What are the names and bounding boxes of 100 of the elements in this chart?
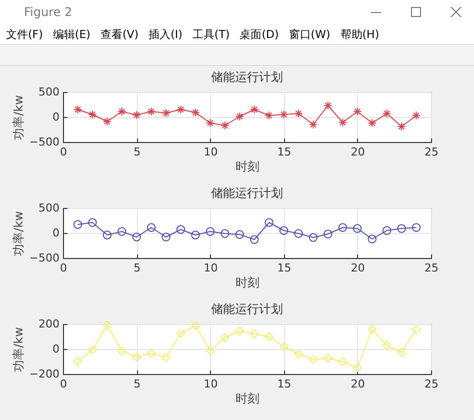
point (382, 109, 392, 118)
point (382, 226, 392, 235)
point (162, 108, 170, 118)
x-tick-label: 20 (350, 146, 365, 158)
point (146, 223, 156, 232)
point (294, 109, 303, 118)
point (220, 229, 230, 238)
point (264, 218, 274, 227)
point (88, 346, 97, 354)
point (102, 117, 112, 126)
point (132, 352, 141, 362)
point (206, 118, 215, 128)
point (73, 357, 82, 366)
y-axis-title: 功率/kw (11, 326, 26, 372)
text: 工具(T) (192, 26, 230, 42)
point (353, 363, 362, 372)
point (162, 232, 170, 242)
point (324, 354, 332, 363)
point (368, 118, 376, 128)
point (88, 218, 97, 227)
point (368, 325, 376, 334)
point (220, 333, 230, 342)
x-tick-label: 5 (134, 378, 141, 390)
point (88, 110, 97, 119)
point (264, 111, 274, 120)
point (397, 224, 406, 233)
x-tick-label: 15 (277, 146, 292, 158)
point (412, 325, 421, 334)
x-tick-label: 10 (204, 146, 218, 158)
x-tick-label: 15 (277, 378, 292, 390)
point (397, 348, 406, 357)
y-tick-label: 200 (38, 318, 60, 330)
point (279, 110, 288, 119)
point (250, 330, 259, 338)
point (176, 105, 186, 114)
point (324, 101, 332, 110)
point (146, 107, 156, 116)
point (397, 122, 406, 131)
point (206, 346, 215, 355)
chart-title: 储能运行计划 (211, 70, 283, 84)
point (308, 355, 318, 364)
point (235, 230, 244, 239)
point (368, 234, 376, 244)
x-axis-title: 时刻 (236, 392, 260, 406)
point (146, 349, 156, 358)
point (220, 121, 230, 130)
x-tick-label: 20 (350, 378, 365, 390)
point (176, 329, 186, 338)
x-tick-label: 25 (424, 378, 438, 390)
point (250, 105, 259, 114)
point (338, 357, 348, 366)
point (264, 332, 274, 341)
y-tick-label: 500 (38, 86, 60, 98)
point (191, 321, 200, 330)
y-tick-label: −500 (29, 252, 60, 264)
y-tick-label: 0 (52, 110, 60, 124)
point (250, 235, 259, 244)
text: 编辑(E) (52, 26, 90, 42)
text: 查看(V) (100, 26, 139, 42)
point (102, 230, 112, 240)
y-axis-title: 功率/kw (11, 94, 26, 140)
point (102, 320, 112, 330)
point (308, 120, 318, 129)
x-tick-label: 25 (424, 262, 438, 274)
point (118, 227, 126, 236)
point (235, 112, 244, 121)
x-tick-label: 15 (277, 262, 292, 274)
point (279, 226, 288, 235)
point (235, 326, 244, 336)
y-tick-label: 0 (52, 342, 60, 356)
text: 帮助(H) (340, 26, 380, 42)
y-tick-label: −500 (29, 136, 60, 148)
text: 窗口(W) (288, 26, 330, 42)
point (294, 229, 303, 238)
point (324, 230, 332, 238)
y-tick-label: 0 (52, 226, 60, 240)
text: 文件(F) (6, 26, 43, 42)
point (279, 342, 288, 351)
y-tick-label: 500 (38, 202, 60, 214)
point (118, 346, 126, 356)
point (294, 350, 303, 358)
point (412, 223, 421, 232)
text: Figure 2 (24, 5, 72, 19)
x-tick-label: 5 (134, 146, 141, 158)
x-tick-label: 10 (204, 262, 218, 274)
x-tick-label: 25 (424, 146, 438, 158)
text: 插入(I) (148, 26, 182, 42)
x-axis-title: 时刻 (236, 276, 260, 290)
point (353, 107, 362, 116)
x-tick-label: 10 (204, 378, 218, 390)
point (412, 111, 421, 120)
point (338, 223, 348, 232)
y-axis-title: 功率/kw (11, 210, 26, 256)
y-tick-label: −200 (29, 368, 60, 380)
point (73, 105, 82, 114)
point (382, 341, 392, 350)
x-tick-label: 5 (134, 262, 141, 274)
point (73, 220, 82, 229)
point (191, 230, 200, 240)
point (132, 110, 141, 120)
